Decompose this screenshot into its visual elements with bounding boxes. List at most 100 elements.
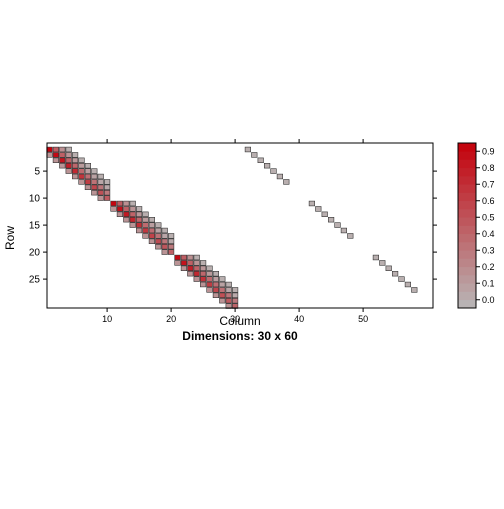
matrix-cell bbox=[200, 281, 207, 288]
matrix-cell bbox=[84, 179, 91, 185]
matrix-cell bbox=[219, 287, 226, 293]
matrix-cell bbox=[257, 157, 264, 163]
matrix-cell bbox=[161, 244, 168, 250]
matrix-cell bbox=[263, 163, 271, 169]
y-tick-label: 25 bbox=[29, 275, 41, 286]
matrix-cell bbox=[411, 287, 418, 293]
matrix-cells bbox=[46, 146, 418, 309]
matrix-cell bbox=[110, 200, 117, 207]
matrix-cell bbox=[142, 222, 149, 228]
color-key-label: 0.2 bbox=[482, 262, 495, 272]
matrix-cell bbox=[225, 292, 232, 298]
matrix-cell bbox=[225, 287, 232, 293]
matrix-cell bbox=[52, 152, 59, 158]
matrix-cell bbox=[212, 270, 220, 277]
matrix-cell bbox=[232, 287, 239, 293]
matrix-cell bbox=[161, 238, 168, 244]
matrix-cell bbox=[168, 249, 175, 255]
matrix-cell bbox=[123, 211, 130, 217]
matrix-cell bbox=[212, 287, 220, 293]
matrix-cell bbox=[78, 157, 85, 163]
matrix-cell bbox=[187, 270, 194, 277]
matrix-cell bbox=[161, 227, 168, 234]
matrix-cell bbox=[321, 211, 328, 217]
matrix-cell bbox=[225, 297, 232, 304]
matrix-cell bbox=[142, 211, 149, 217]
chart-subtitle: Dimensions: 30 x 60 bbox=[182, 329, 298, 343]
color-key-label: 0.6 bbox=[482, 196, 495, 206]
color-key-label: 0.3 bbox=[482, 245, 495, 255]
y-tick-label: 20 bbox=[29, 248, 41, 259]
matrix-cell bbox=[78, 173, 85, 180]
matrix-cell bbox=[219, 276, 226, 282]
matrix-cell bbox=[340, 227, 348, 234]
matrix-cell bbox=[46, 146, 53, 153]
x-tick-label: 50 bbox=[358, 314, 368, 324]
color-key-swatch bbox=[458, 283, 476, 292]
matrix-cell bbox=[225, 281, 232, 288]
matrix-cell bbox=[193, 270, 200, 277]
matrix-cell bbox=[193, 276, 200, 282]
matrix-cell bbox=[84, 168, 91, 174]
matrix-cell bbox=[123, 206, 130, 212]
matrix-cell bbox=[180, 254, 188, 261]
matrix-cell bbox=[232, 297, 239, 304]
matrix-cell bbox=[91, 179, 98, 185]
matrix-cell bbox=[136, 222, 143, 228]
matrix-cell bbox=[168, 238, 175, 244]
x-tick-label: 20 bbox=[166, 314, 176, 324]
matrix-cell bbox=[65, 157, 72, 163]
matrix-cell bbox=[155, 227, 162, 234]
matrix-cell bbox=[155, 222, 162, 228]
color-key-swatch bbox=[458, 143, 476, 152]
matrix-cell bbox=[219, 297, 226, 304]
matrix-cell bbox=[123, 200, 130, 207]
matrix-cell bbox=[187, 260, 194, 266]
color-key-swatch bbox=[458, 192, 476, 202]
matrix-cell bbox=[308, 200, 316, 207]
matrix-cell bbox=[72, 168, 79, 174]
matrix-cell bbox=[91, 168, 98, 174]
matrix-cell bbox=[52, 157, 59, 163]
matrix-cell bbox=[97, 173, 104, 180]
matrix-cell bbox=[155, 238, 162, 244]
matrix-cell bbox=[136, 211, 143, 217]
color-key-swatch bbox=[458, 184, 476, 193]
matrix-cell bbox=[116, 200, 123, 207]
matrix-cell bbox=[136, 217, 143, 223]
matrix-cell bbox=[168, 233, 175, 239]
matrix-cell bbox=[148, 233, 156, 239]
matrix-cell bbox=[398, 276, 405, 282]
color-key-swatch bbox=[458, 258, 476, 268]
matrix-cell bbox=[206, 276, 213, 282]
color-key-label: 0.7 bbox=[482, 179, 495, 189]
matrix-cell bbox=[180, 260, 188, 266]
color-key-swatch bbox=[458, 209, 476, 218]
matrix-cell bbox=[193, 254, 200, 261]
color-key-swatch bbox=[458, 167, 476, 177]
matrix-cell bbox=[206, 265, 213, 271]
matrix-cell bbox=[148, 227, 156, 234]
matrix-cell bbox=[59, 157, 66, 163]
matrix-cell bbox=[347, 233, 354, 239]
matrix-cell bbox=[91, 173, 98, 180]
x-tick-label: 30 bbox=[230, 314, 240, 324]
matrix-cell bbox=[193, 260, 200, 266]
matrix-cell bbox=[78, 163, 85, 169]
matrix-cell bbox=[59, 152, 66, 158]
matrix-cell bbox=[148, 217, 156, 223]
matrix-cell bbox=[84, 184, 91, 190]
color-key-label: 0.8 bbox=[482, 163, 495, 173]
matrix-cell bbox=[206, 270, 213, 277]
matrix-cell bbox=[219, 281, 226, 288]
matrix-cell bbox=[180, 265, 188, 271]
color-key-swatch bbox=[458, 225, 476, 235]
matrix-cell bbox=[212, 276, 220, 282]
matrix-cell bbox=[104, 184, 111, 190]
matrix-cell bbox=[372, 254, 380, 261]
matrix-cell bbox=[129, 206, 136, 212]
matrix-cell bbox=[129, 211, 136, 217]
matrix-cell bbox=[46, 152, 53, 158]
matrix-cell bbox=[136, 227, 143, 234]
